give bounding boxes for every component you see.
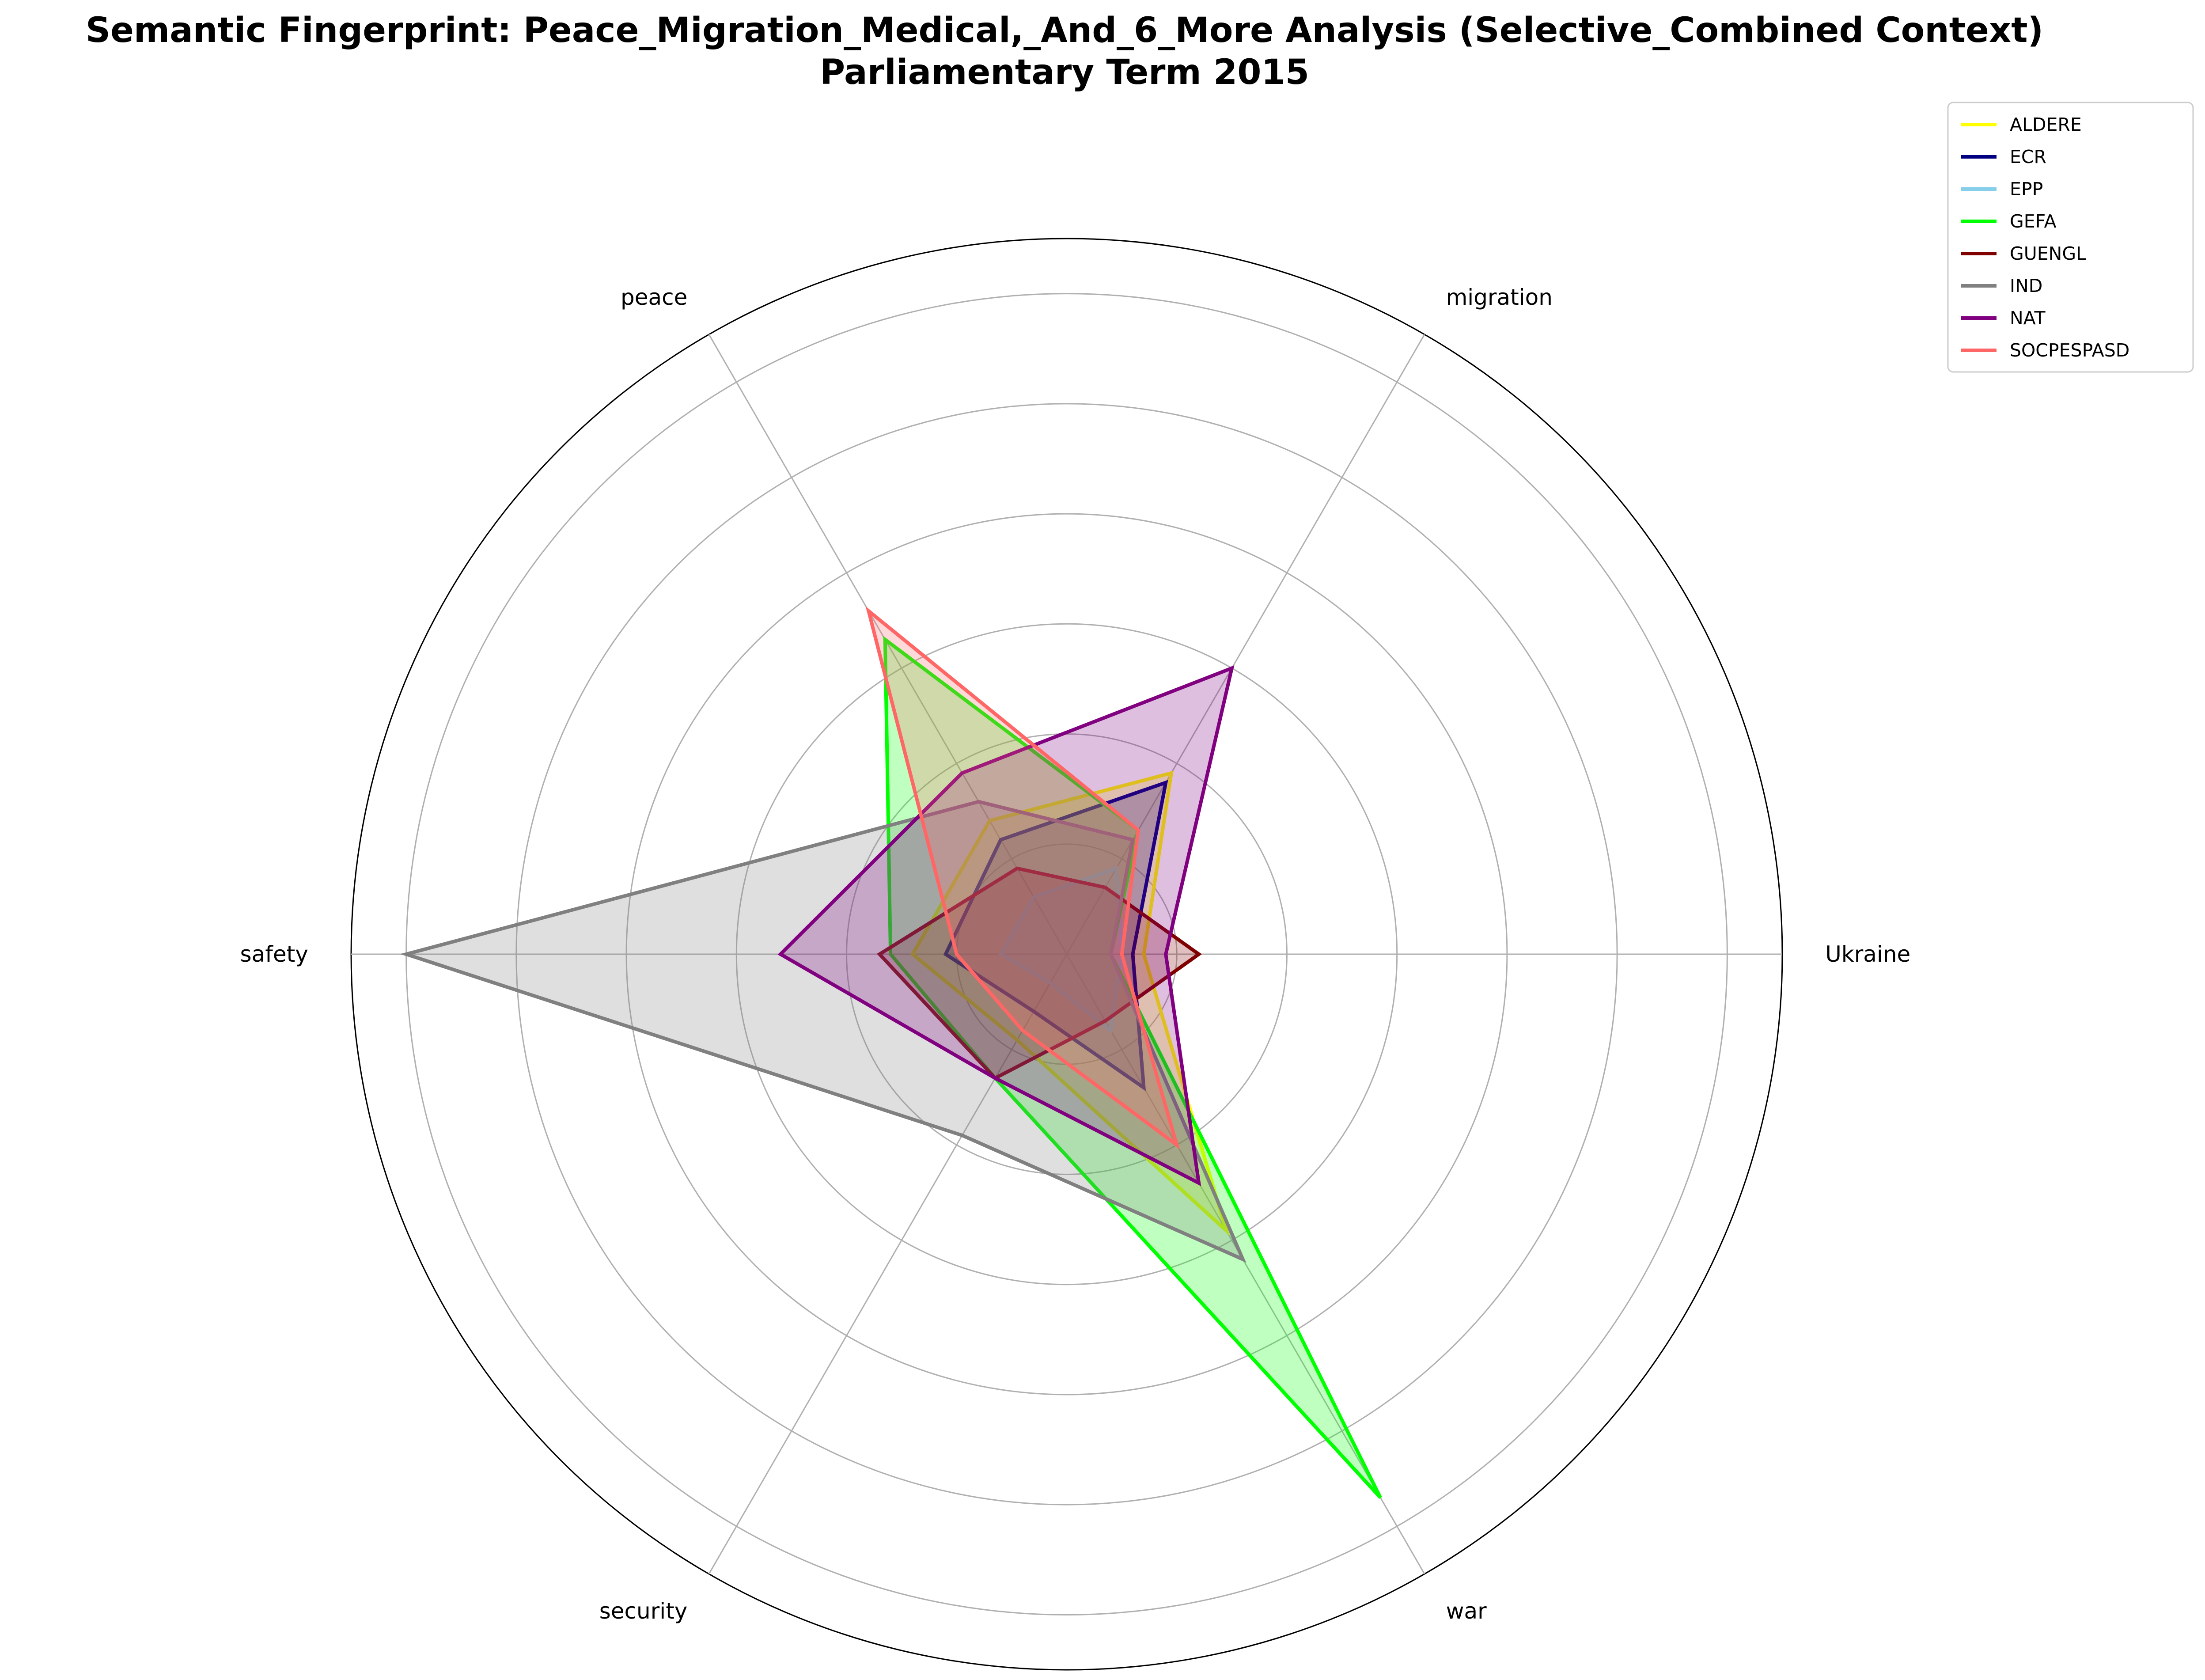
axis-label-war: war — [1446, 1598, 1487, 1624]
series-layer — [400, 606, 1382, 1499]
chart-subtitle: Parliamentary Term 2015 — [820, 53, 1309, 92]
series-aldere — [910, 770, 1230, 1236]
legend-items: ALDERE ECR EPP GEFA GUENGL IND NAT SOCPESPASD — [1961, 114, 2129, 361]
grid-spoke — [1066, 954, 1425, 1574]
axis-label-peace: peace — [621, 284, 687, 310]
legend-label: SOCPESPASD — [2010, 340, 2129, 361]
axis-label-safety: safety — [240, 941, 308, 967]
axis-label-security: security — [599, 1598, 688, 1624]
grid-spoke — [708, 334, 1068, 955]
grid-spoke — [708, 954, 1068, 1574]
series-ind — [400, 800, 1246, 1263]
legend-label: ECR — [2010, 146, 2046, 167]
series-socpespasd — [865, 606, 1180, 1149]
series-guengl — [877, 866, 1202, 1081]
axis-label-ukraine: Ukraine — [1825, 941, 1910, 967]
legend: ALDERE ECR EPP GEFA GUENGL IND NAT SOCPESPASD — [1947, 102, 2194, 373]
series-nat — [777, 665, 1235, 1187]
legend-label: GUENGL — [2010, 243, 2086, 264]
series-ecr — [943, 780, 1168, 1092]
axis-labels: Ukraine migration peace safety security war — [240, 284, 1911, 1624]
legend-label: IND — [2010, 275, 2042, 296]
legend-label: ALDERE — [2010, 114, 2082, 135]
legend-label: GEFA — [2010, 211, 2057, 232]
axis-label-migration: migration — [1446, 284, 1553, 310]
legend-label: EPP — [2010, 178, 2043, 200]
grid-spoke — [1066, 334, 1425, 955]
chart-title: Semantic Fingerprint: Peace_Migration_Me… — [86, 11, 2043, 50]
legend-frame — [1947, 102, 2194, 373]
legend-label: NAT — [2010, 307, 2046, 329]
series-epp — [998, 866, 1124, 1034]
